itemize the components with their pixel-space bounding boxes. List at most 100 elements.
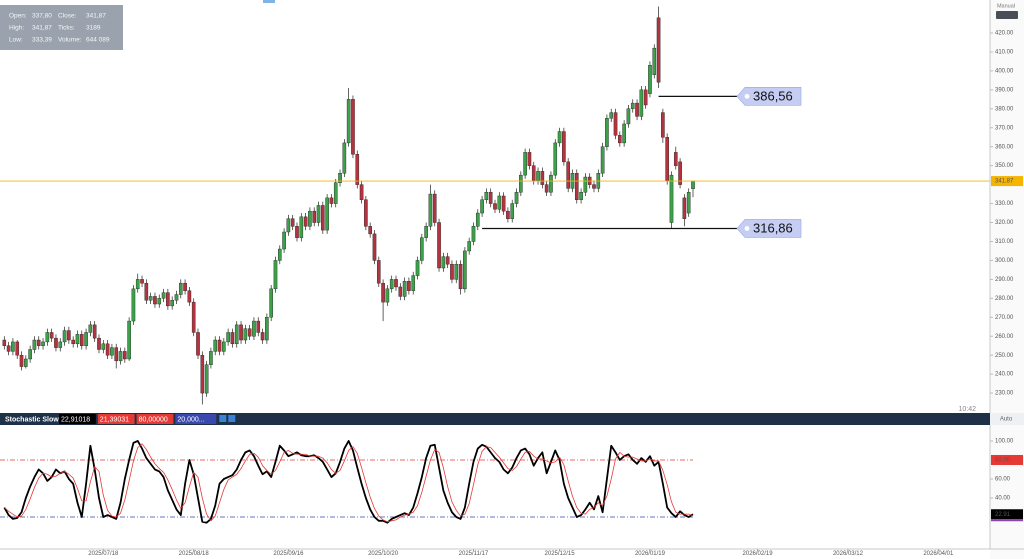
candle-body [114,347,119,362]
info-value: 341,87 [86,13,106,20]
candle-body [398,286,403,297]
candle-body [673,152,678,166]
candle-body [45,332,50,343]
annotation-tag [736,219,802,238]
candle-body [252,320,256,337]
price-axis-area [990,0,1024,559]
x-tick-label: 2026/03/12 [833,551,864,557]
candle-body [161,292,166,299]
candle-body [493,203,497,210]
candle-body [351,99,355,155]
candle-body [226,332,230,343]
x-tick-label: 2025/12/15 [545,551,576,557]
candle-body [295,226,299,238]
candle-body [325,197,329,231]
x-tick-label: 2025/08/18 [179,551,210,557]
candle-body [682,197,687,219]
candle-body [269,288,273,318]
info-label: Low: [9,37,23,44]
candle-body [454,264,459,280]
candle-body [290,218,295,227]
candle-body [432,193,437,223]
y-tick-label: 60.00 [995,477,1011,483]
info-value: 341,87 [32,25,52,32]
candle-body [501,195,506,212]
candle-body [135,279,140,290]
candle-body [445,256,450,265]
candle-body [359,184,364,200]
mode-label[interactable]: Manual [997,3,1015,9]
series-axis-box [991,509,1023,520]
candle-body [402,281,407,297]
candle-body [579,191,583,200]
candle-body [544,184,549,193]
candle-body [523,152,527,176]
info-label: High: [9,25,24,32]
series-axis-label: 22.91 [995,512,1011,518]
candle-body [510,203,515,219]
candle-body [415,260,420,276]
candle-body [519,174,523,193]
indicator-mode-label[interactable]: Auto [1000,417,1013,423]
candle-body [605,118,609,147]
candle-body [209,351,213,365]
candle-body [196,332,200,356]
candle-body [11,341,15,352]
candle-body [553,142,558,176]
candle-body [144,282,149,301]
annotation-dot [744,226,750,231]
indicator-header-axis [990,413,1024,425]
series-axis-strip [991,519,1023,522]
info-panel [0,5,123,50]
candle-body [105,343,110,356]
candle-body [411,275,416,291]
candle-body [424,226,428,238]
candle-body [618,135,622,144]
candle-body [49,332,54,339]
candle-body [101,343,106,350]
y-tick-label: 400.00 [995,68,1014,74]
y-tick-label: 40.00 [995,496,1011,502]
candle-body [234,324,239,345]
candle-body [540,171,545,185]
candle-body [506,210,510,219]
candle-body [153,296,157,305]
candle-body [28,349,32,360]
candle-body [394,279,398,288]
y-tick-label: 100.00 [995,439,1014,445]
info-label: Open: [9,13,27,20]
header-icon [219,415,227,422]
candle-body [475,212,480,227]
info-value: 337,80 [32,13,52,20]
candle-body [626,108,631,125]
last-price-box [991,176,1023,187]
candle-body [407,281,411,291]
candle-body [243,328,248,341]
candle-body [265,317,269,341]
candle-body [97,337,101,350]
candle-body [217,339,222,352]
candle-body [6,345,11,352]
info-label: Close: [58,13,77,20]
candle-body [2,339,7,346]
candle-body [592,184,596,189]
y-tick-label: 330.00 [995,201,1014,207]
candle-body [450,264,454,280]
mode-button[interactable] [996,11,1018,19]
candle-body [58,341,63,348]
candle-body [385,288,390,303]
candle-body [574,173,579,200]
info-value: 644 089 [86,37,110,44]
candle-body [204,364,209,394]
candle-body [88,324,93,333]
candle-body [148,296,153,301]
candle-body [566,161,570,189]
candle-body [665,137,669,182]
info-label: Volume: [58,37,82,44]
y-tick-label: 240.00 [995,372,1014,378]
candle-body [282,231,286,250]
candle-body [213,339,218,352]
y-tick-label: 380.00 [995,106,1014,112]
y-tick-label: 280.00 [995,296,1014,302]
